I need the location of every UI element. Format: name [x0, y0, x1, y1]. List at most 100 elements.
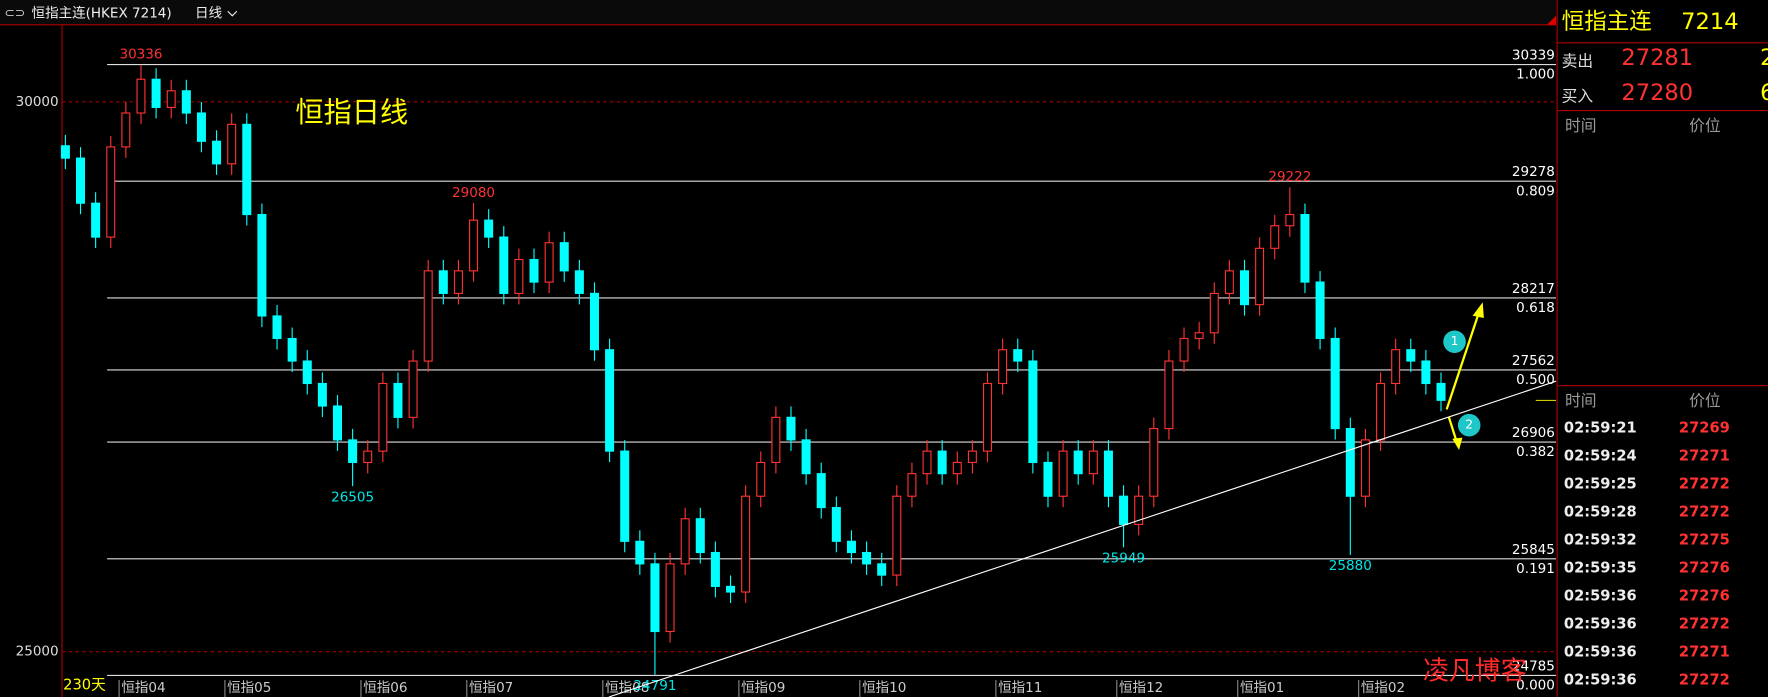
column-header: 价位: [1689, 116, 1721, 135]
trade-price: 27269: [1679, 420, 1730, 437]
candle-body: [1345, 428, 1355, 497]
candle-body: [605, 349, 615, 452]
candle-body: [650, 563, 660, 633]
candle-body: [1300, 213, 1310, 283]
candle-body: [862, 551, 872, 565]
candle-body: [998, 349, 1008, 385]
candle-body: [695, 518, 705, 554]
fib-price: 29278: [1512, 164, 1555, 180]
candle-body: [1043, 461, 1053, 497]
candle-body: [302, 360, 312, 385]
candle-body: [242, 123, 252, 216]
candle-body: [1239, 270, 1250, 306]
toolbar: [0, 0, 1557, 25]
corner-mark: [1547, 15, 1557, 25]
candle-body: [544, 242, 554, 283]
candle-body: [786, 416, 796, 441]
arrow-up-head: [1472, 302, 1484, 319]
fib-price: 30339: [1512, 47, 1555, 63]
instrument-code: 7214: [1681, 9, 1738, 35]
toolbar-icon: ⊂⊃: [5, 5, 26, 20]
candle-body: [408, 360, 418, 418]
candle-body: [1149, 428, 1159, 497]
trade-price: 27275: [1679, 531, 1730, 548]
trade-time: 02:59:36: [1564, 671, 1637, 688]
fib-ratio: 0.809: [1516, 183, 1555, 199]
candle-body: [1376, 382, 1386, 441]
column-header: 时间: [1565, 116, 1597, 135]
candle-body: [453, 270, 463, 294]
fib-price: 26906: [1512, 425, 1555, 441]
arrow-down-head: [1452, 437, 1463, 451]
bid-volume: 6: [1760, 80, 1768, 106]
candle-body: [393, 382, 403, 418]
fib-ratio: 0.618: [1516, 300, 1555, 316]
candle-body: [635, 540, 645, 565]
trade-price: 27272: [1679, 671, 1730, 688]
fib-price: 27562: [1512, 353, 1555, 369]
bid-price: 27280: [1621, 80, 1693, 106]
candle-body: [212, 140, 222, 165]
trade-time: 02:59:36: [1564, 643, 1637, 660]
candle-body: [1209, 292, 1219, 334]
candle-body: [181, 90, 191, 114]
chart-title: 恒指日线: [295, 96, 408, 129]
candle-body: [151, 78, 161, 108]
trade-list: 02:59:21 27269 02:59:24 27271 02:59:25 27272 0…: [1564, 420, 1730, 689]
candle-body: [121, 112, 131, 148]
candle-body: [574, 270, 584, 294]
column-header: 时间: [1565, 391, 1597, 410]
candle-body: [60, 145, 70, 159]
trade-time: 02:59:28: [1564, 503, 1637, 520]
high-label: 29222: [1268, 169, 1311, 185]
candle-body: [922, 450, 932, 475]
x-tick-label: 恒指10: [862, 680, 906, 696]
candle-body: [952, 461, 962, 475]
trade-time: 02:59:24: [1564, 448, 1637, 465]
candle-body: [106, 146, 116, 238]
candle-body: [196, 112, 206, 142]
candle-body: [484, 219, 494, 238]
trade-price: 27272: [1679, 503, 1730, 520]
candle-body: [1421, 360, 1431, 385]
candle-body: [771, 416, 781, 464]
candle-body: [801, 439, 811, 475]
instrument-name: 恒指主连: [1562, 9, 1652, 35]
y-tick-label: 25000: [16, 644, 59, 660]
ask-price: 27281: [1621, 45, 1693, 71]
candle-body: [983, 382, 993, 452]
ask-volume: 2: [1760, 45, 1768, 71]
candle-body: [499, 236, 509, 294]
candle-body: [378, 382, 388, 452]
toolbar-title[interactable]: 恒指主连(HKEX 7214): [32, 6, 172, 22]
y-tick-label: 30000: [16, 94, 59, 110]
candle-body: [1103, 450, 1113, 497]
candle-body: [332, 405, 343, 441]
candle-body: [287, 337, 297, 362]
arrow-down: [1447, 416, 1458, 443]
trade-price: 27271: [1679, 643, 1730, 660]
fib-price: 24785: [1512, 658, 1555, 674]
candle-body: [680, 518, 690, 565]
candle-body: [1391, 349, 1401, 385]
candle-body: [967, 450, 977, 464]
candle-body: [1013, 349, 1023, 362]
low-label: 25880: [1329, 558, 1372, 574]
trade-price: 27272: [1679, 476, 1730, 493]
candle-body: [1285, 213, 1295, 227]
period-selector[interactable]: 日线: [195, 6, 223, 22]
candle-body: [1224, 270, 1234, 294]
candle-body: [438, 270, 448, 294]
candle-body: [1119, 495, 1129, 525]
candle-body: [272, 315, 282, 340]
candle-body: [257, 213, 267, 317]
x-tick-label: 恒指05: [227, 680, 271, 696]
high-label: 30336: [119, 47, 162, 63]
ask-label: 卖出: [1562, 52, 1594, 71]
fib-price: 28217: [1512, 281, 1555, 297]
candle-body: [469, 219, 479, 272]
low-label: 26505: [331, 489, 374, 505]
trade-time: 02:59:35: [1564, 559, 1637, 576]
period-chevron[interactable]: [227, 10, 238, 17]
